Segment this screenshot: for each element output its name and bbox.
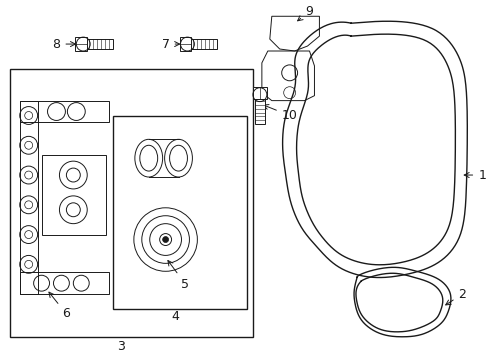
Text: 6: 6 <box>49 292 71 320</box>
Bar <box>20 100 109 122</box>
Bar <box>10 69 253 337</box>
Bar <box>192 39 217 49</box>
Bar <box>113 116 247 309</box>
Text: 8: 8 <box>52 37 75 50</box>
Ellipse shape <box>170 145 188 171</box>
Text: 3: 3 <box>117 340 125 353</box>
Text: 5: 5 <box>168 261 190 291</box>
Bar <box>255 99 265 125</box>
Text: 7: 7 <box>162 37 180 50</box>
Ellipse shape <box>140 145 158 171</box>
Bar <box>149 139 178 177</box>
Bar <box>20 272 109 294</box>
Text: 1: 1 <box>464 168 486 181</box>
Text: 2: 2 <box>446 288 466 305</box>
Circle shape <box>163 237 169 243</box>
Bar <box>87 39 113 49</box>
Bar <box>75 37 87 51</box>
Text: 10: 10 <box>264 104 297 122</box>
Ellipse shape <box>135 139 163 177</box>
Text: 4: 4 <box>172 310 179 323</box>
Bar <box>20 100 38 294</box>
Bar <box>42 155 106 235</box>
Text: 9: 9 <box>297 5 314 21</box>
Ellipse shape <box>165 139 193 177</box>
Bar <box>179 37 192 51</box>
Bar <box>253 87 267 99</box>
